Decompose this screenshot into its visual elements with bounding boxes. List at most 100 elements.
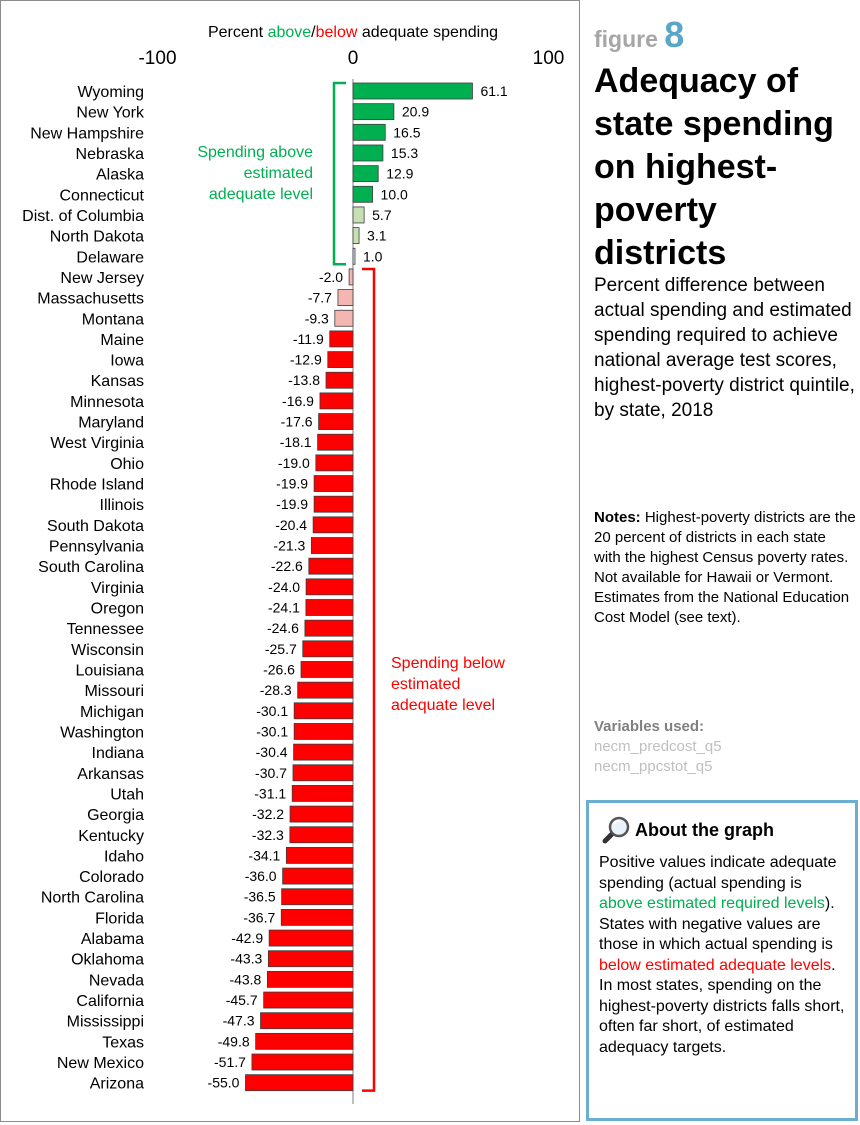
annotation-below: adequate level xyxy=(391,697,495,714)
category-label: Kansas xyxy=(91,373,144,390)
category-label: Minnesota xyxy=(70,394,144,411)
category-label: Arkansas xyxy=(77,766,144,783)
data-label: -7.7 xyxy=(308,290,332,306)
bar xyxy=(313,495,354,513)
bar xyxy=(312,516,354,534)
category-label: Alaska xyxy=(96,167,144,184)
category-label: Illinois xyxy=(100,497,144,514)
notes-label: Notes: xyxy=(594,509,641,526)
bar xyxy=(255,1032,354,1050)
category-label: Ohio xyxy=(110,456,144,473)
data-label: -43.8 xyxy=(229,971,261,987)
bar xyxy=(289,826,354,844)
bar xyxy=(280,909,354,926)
data-label: 20.9 xyxy=(402,104,429,120)
bar xyxy=(292,764,354,782)
axis-title-below: below xyxy=(316,24,358,41)
variable-item: necm_predcost_q5 xyxy=(594,738,722,755)
category-label: Pennsylvania xyxy=(49,539,144,556)
data-label: -45.7 xyxy=(226,992,258,1008)
bar xyxy=(302,640,354,658)
data-label: -24.6 xyxy=(267,620,299,636)
bar xyxy=(289,805,354,823)
bar xyxy=(352,82,473,100)
data-label: -43.3 xyxy=(230,951,262,967)
bar xyxy=(348,268,354,286)
category-label: Wisconsin xyxy=(71,642,144,659)
category-label: Georgia xyxy=(87,807,144,824)
data-label: -30.4 xyxy=(256,744,288,760)
data-label: -36.5 xyxy=(244,889,276,905)
data-label: -16.9 xyxy=(282,393,314,409)
figure-subtitle: Percent difference between actual spendi… xyxy=(594,275,855,421)
data-label: -30.7 xyxy=(255,765,287,781)
bar xyxy=(352,123,386,141)
category-label: Massachusetts xyxy=(37,291,144,308)
axis-title-above: above xyxy=(268,24,312,41)
data-label: -20.4 xyxy=(275,517,307,533)
data-label: -25.7 xyxy=(265,641,297,657)
about-the-graph-box: About the graph Positive values indicate… xyxy=(586,800,858,1121)
data-label: -19.9 xyxy=(276,496,308,512)
bar xyxy=(268,929,354,947)
category-label: Oregon xyxy=(91,601,144,618)
data-label: -17.6 xyxy=(281,414,313,430)
bar xyxy=(337,289,354,307)
bar xyxy=(317,433,354,451)
data-label: -32.2 xyxy=(252,806,284,822)
bar xyxy=(266,970,354,988)
category-label: Missouri xyxy=(84,683,144,700)
bar xyxy=(315,454,354,472)
data-label: -36.0 xyxy=(245,868,277,884)
axis-title-sep: / xyxy=(311,24,316,41)
bar-chart: Percent above/below adequate spending -10… xyxy=(22,24,565,1104)
category-label: New Hampshire xyxy=(30,125,144,142)
bar xyxy=(352,206,365,224)
annotation-below: Spending below xyxy=(391,655,505,672)
category-label: South Carolina xyxy=(38,559,144,576)
category-label: Indiana xyxy=(92,745,145,762)
bar xyxy=(260,1012,354,1030)
figure-number: 8 xyxy=(664,14,685,55)
axis-tick-label: 100 xyxy=(533,48,565,69)
about-heading-text: About the graph xyxy=(635,819,774,840)
data-label: -12.9 xyxy=(290,352,322,368)
category-label: Maine xyxy=(100,332,144,349)
data-label: 15.3 xyxy=(391,145,418,161)
bar xyxy=(297,681,354,699)
annotation-above: Spending above xyxy=(197,144,313,161)
data-label: -34.1 xyxy=(248,847,280,863)
data-label: -49.8 xyxy=(218,1033,250,1049)
data-label: 1.0 xyxy=(363,248,383,264)
bar xyxy=(334,309,354,327)
category-label: New Jersey xyxy=(60,270,144,287)
bar xyxy=(352,144,384,162)
bar xyxy=(293,743,354,761)
bar xyxy=(329,330,354,348)
notes-text: Highest-poverty districts are the 20 per… xyxy=(594,509,856,626)
above-bracket xyxy=(332,81,346,266)
category-label: Mississippi xyxy=(67,1014,144,1031)
bar xyxy=(305,599,354,616)
axis-title: Percent above/below adequate spending xyxy=(208,24,498,41)
category-label: Rhode Island xyxy=(50,477,144,494)
category-label: Michigan xyxy=(80,704,144,721)
about-body: Positive values indicate adequate spendi… xyxy=(599,853,845,1058)
category-label: North Carolina xyxy=(41,890,144,907)
category-label: Washington xyxy=(60,724,144,741)
data-label: 10.0 xyxy=(381,186,408,202)
variable-item: necm_ppcstot_q5 xyxy=(594,758,713,775)
data-label: -21.3 xyxy=(273,538,305,554)
data-label: 3.1 xyxy=(367,228,387,244)
category-label: Dist. of Columbia xyxy=(22,208,144,225)
category-label: Colorado xyxy=(79,869,144,886)
chart-frame: Percent above/below adequate spending -10… xyxy=(0,0,580,1122)
bar xyxy=(305,578,354,596)
magnifying-glass-icon xyxy=(602,816,630,844)
annotation-above: estimated xyxy=(244,165,313,182)
data-label: 16.5 xyxy=(393,124,420,140)
bar xyxy=(263,991,354,1009)
below-bracket xyxy=(362,267,376,1092)
data-label: -2.0 xyxy=(319,269,343,285)
bar xyxy=(282,867,354,885)
